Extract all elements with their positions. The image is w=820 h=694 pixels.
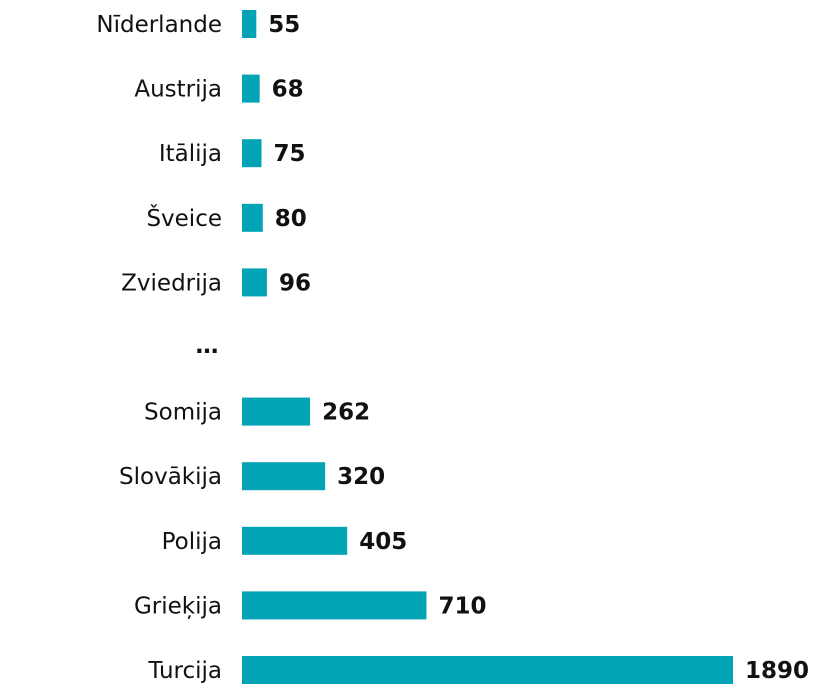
category-label-4: Zviedrija (121, 270, 222, 296)
value-label-6: 262 (322, 400, 370, 426)
bar-6 (242, 397, 311, 426)
bar-1 (242, 74, 260, 103)
value-label-1: 68 (272, 77, 304, 103)
value-label-8: 405 (359, 529, 407, 555)
category-label-1: Austrija (134, 77, 222, 103)
category-label-7: Slovākija (119, 464, 222, 490)
category-label-2: Itālija (159, 141, 222, 167)
bar-8 (242, 526, 348, 555)
bar-7 (242, 462, 326, 491)
value-label-3: 80 (275, 206, 307, 232)
bar-3 (242, 203, 263, 232)
category-label-9: Grieķija (134, 593, 222, 619)
category-label-8: Polija (162, 529, 222, 555)
gap-indicator: … (196, 333, 219, 359)
value-label-10: 1890 (745, 658, 809, 684)
bar-4 (242, 268, 267, 297)
category-label-6: Somija (144, 400, 222, 426)
value-label-0: 55 (268, 12, 300, 38)
bar-9 (242, 591, 427, 620)
category-label-10: Turcija (147, 658, 222, 684)
category-label-3: Šveice (146, 204, 222, 232)
value-label-9: 710 (438, 593, 486, 619)
bar-10 (242, 656, 733, 684)
bar-0 (242, 10, 257, 38)
value-label-7: 320 (337, 464, 385, 490)
category-label-0: Nīderlande (96, 12, 222, 38)
value-label-2: 75 (273, 141, 305, 167)
bar-2 (242, 139, 262, 168)
value-label-4: 96 (279, 270, 311, 296)
